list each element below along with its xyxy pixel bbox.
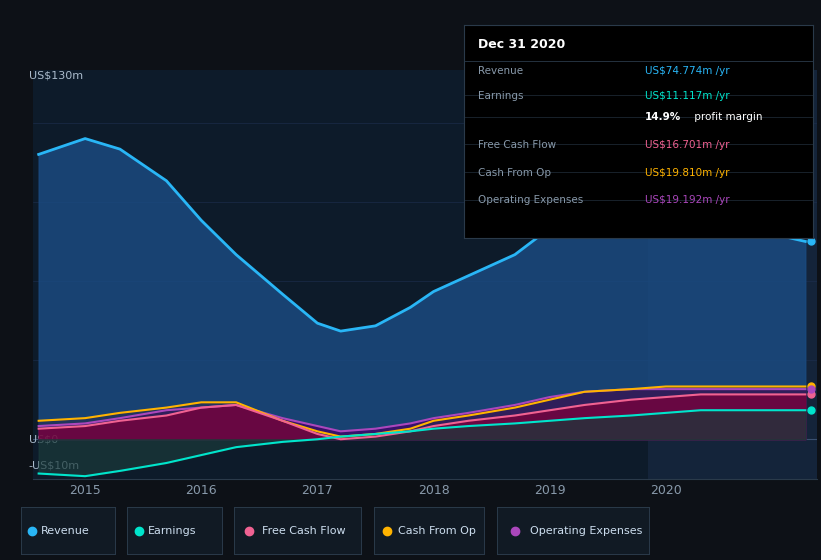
Text: -US$10m: -US$10m <box>29 461 80 470</box>
Text: US$16.701m /yr: US$16.701m /yr <box>645 140 730 150</box>
Text: profit margin: profit margin <box>690 113 762 123</box>
Text: Cash From Op: Cash From Op <box>478 168 551 178</box>
Text: US$0: US$0 <box>29 434 58 444</box>
Text: 14.9%: 14.9% <box>645 113 681 123</box>
Text: Cash From Op: Cash From Op <box>398 526 476 535</box>
Text: US$19.192m /yr: US$19.192m /yr <box>645 195 730 206</box>
Text: Earnings: Earnings <box>478 91 523 101</box>
Text: Free Cash Flow: Free Cash Flow <box>478 140 556 150</box>
Text: Earnings: Earnings <box>148 526 196 535</box>
Text: US$11.117m /yr: US$11.117m /yr <box>645 91 730 101</box>
Text: Operating Expenses: Operating Expenses <box>478 195 583 206</box>
Text: US$19.810m /yr: US$19.810m /yr <box>645 168 730 178</box>
Text: Revenue: Revenue <box>478 66 523 76</box>
Text: Dec 31 2020: Dec 31 2020 <box>478 38 565 51</box>
Text: Revenue: Revenue <box>41 526 90 535</box>
Text: Free Cash Flow: Free Cash Flow <box>262 526 346 535</box>
Text: Operating Expenses: Operating Expenses <box>530 526 643 535</box>
Text: US$130m: US$130m <box>29 70 83 80</box>
Bar <box>649 70 817 479</box>
Text: US$74.774m /yr: US$74.774m /yr <box>645 66 730 76</box>
